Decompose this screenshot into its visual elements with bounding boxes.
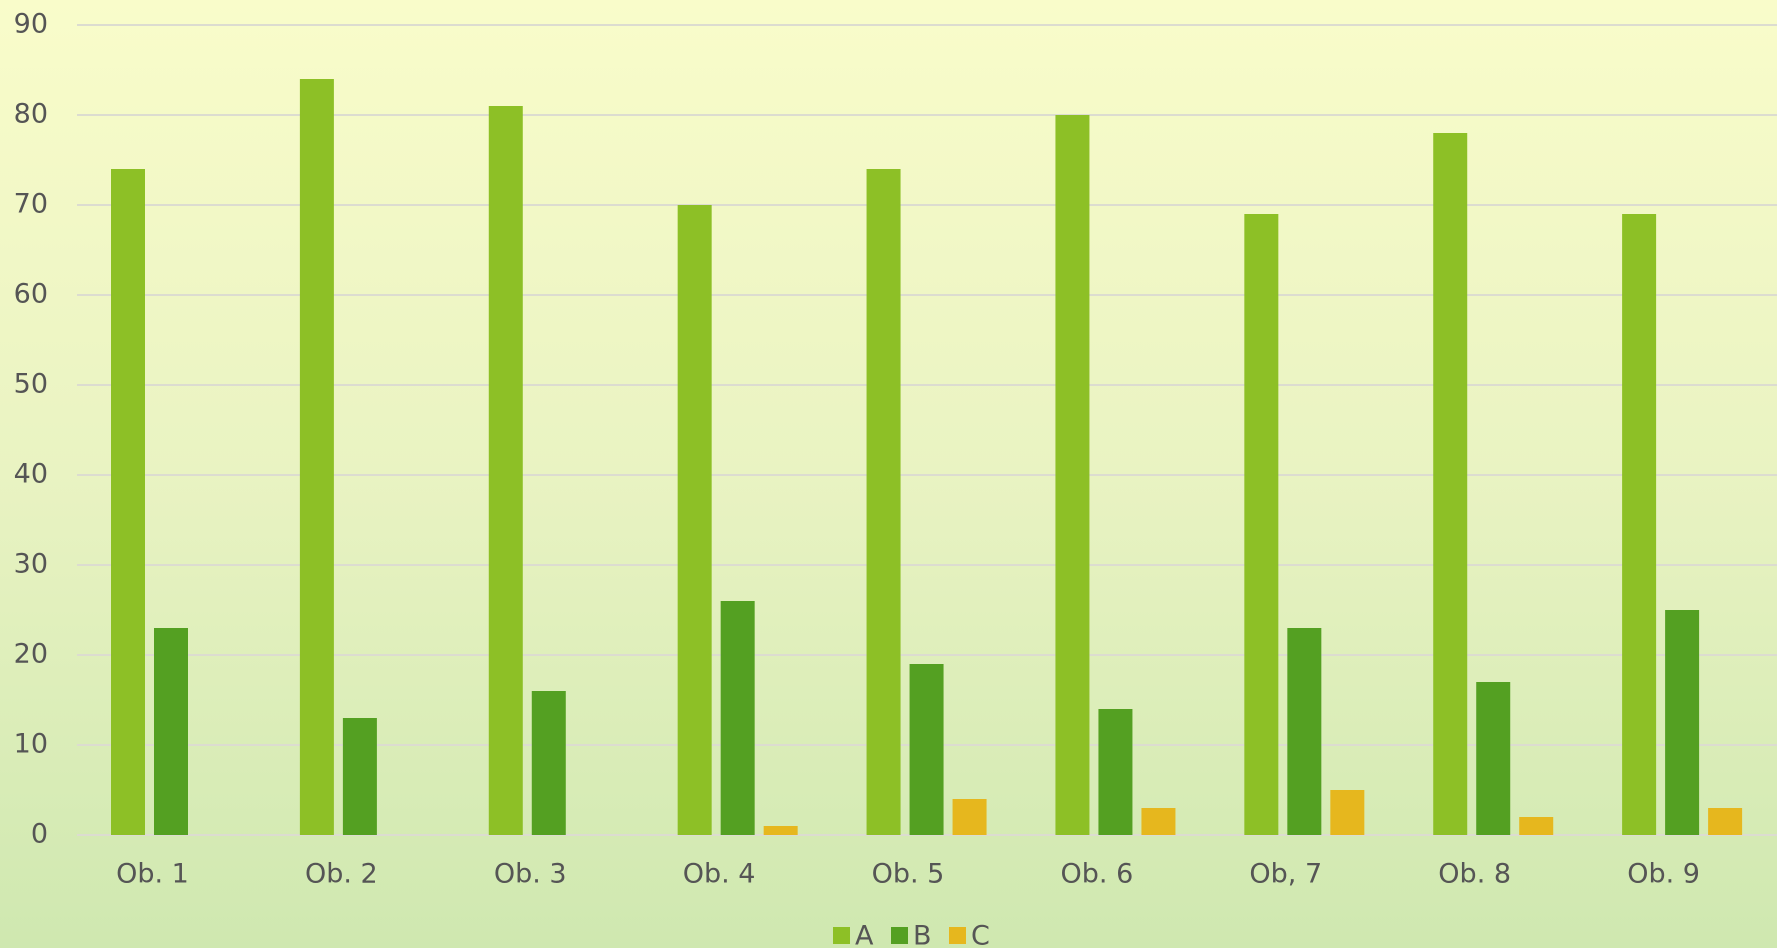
bar [1665, 610, 1700, 835]
bar [1244, 214, 1279, 835]
x-tick-label: Ob. 8 [1438, 859, 1511, 890]
bar [1708, 808, 1743, 835]
bar [1433, 133, 1468, 835]
y-tick-label: 70 [14, 189, 48, 220]
y-tick-label: 20 [14, 639, 48, 670]
bar [1055, 115, 1090, 835]
bar [1330, 790, 1365, 835]
x-tick-label: Ob, 7 [1249, 859, 1322, 890]
x-tick-label: Ob. 1 [116, 859, 189, 890]
x-tick-label: Ob. 5 [872, 859, 945, 890]
bar [1287, 628, 1322, 835]
y-tick-label: 40 [14, 459, 48, 490]
bar [111, 169, 145, 835]
legend-label: A [855, 921, 874, 948]
y-tick-label: 30 [14, 549, 48, 580]
bar [909, 664, 944, 835]
legend-label: C [971, 921, 990, 948]
bar [299, 79, 334, 835]
y-tick-label: 60 [14, 279, 48, 310]
x-tick-label: Ob. 2 [305, 859, 378, 890]
bar [1141, 808, 1176, 835]
bar [1098, 709, 1133, 835]
bar [531, 691, 566, 835]
bar [1519, 817, 1554, 835]
legend-swatch [891, 927, 908, 944]
bar [488, 106, 523, 835]
bar [720, 601, 755, 835]
bar [866, 169, 901, 835]
legend-swatch [833, 927, 850, 944]
bar [342, 718, 377, 835]
y-tick-label: 50 [14, 369, 48, 400]
y-tick-label: 90 [14, 9, 48, 40]
bar [1622, 214, 1657, 835]
y-tick-label: 80 [14, 99, 48, 130]
legend-label: B [913, 921, 932, 948]
bar [1476, 682, 1511, 835]
y-tick-label: 10 [14, 729, 48, 760]
x-tick-label: Ob. 4 [683, 859, 756, 890]
x-tick-label: Ob. 6 [1061, 859, 1134, 890]
x-tick-label: Ob. 3 [494, 859, 567, 890]
bar [952, 799, 987, 835]
legend-swatch [949, 927, 966, 944]
y-tick-label: 0 [31, 819, 48, 850]
bar [763, 826, 798, 835]
bar [154, 628, 188, 835]
bar [677, 205, 712, 835]
x-tick-label: Ob. 9 [1627, 859, 1700, 890]
